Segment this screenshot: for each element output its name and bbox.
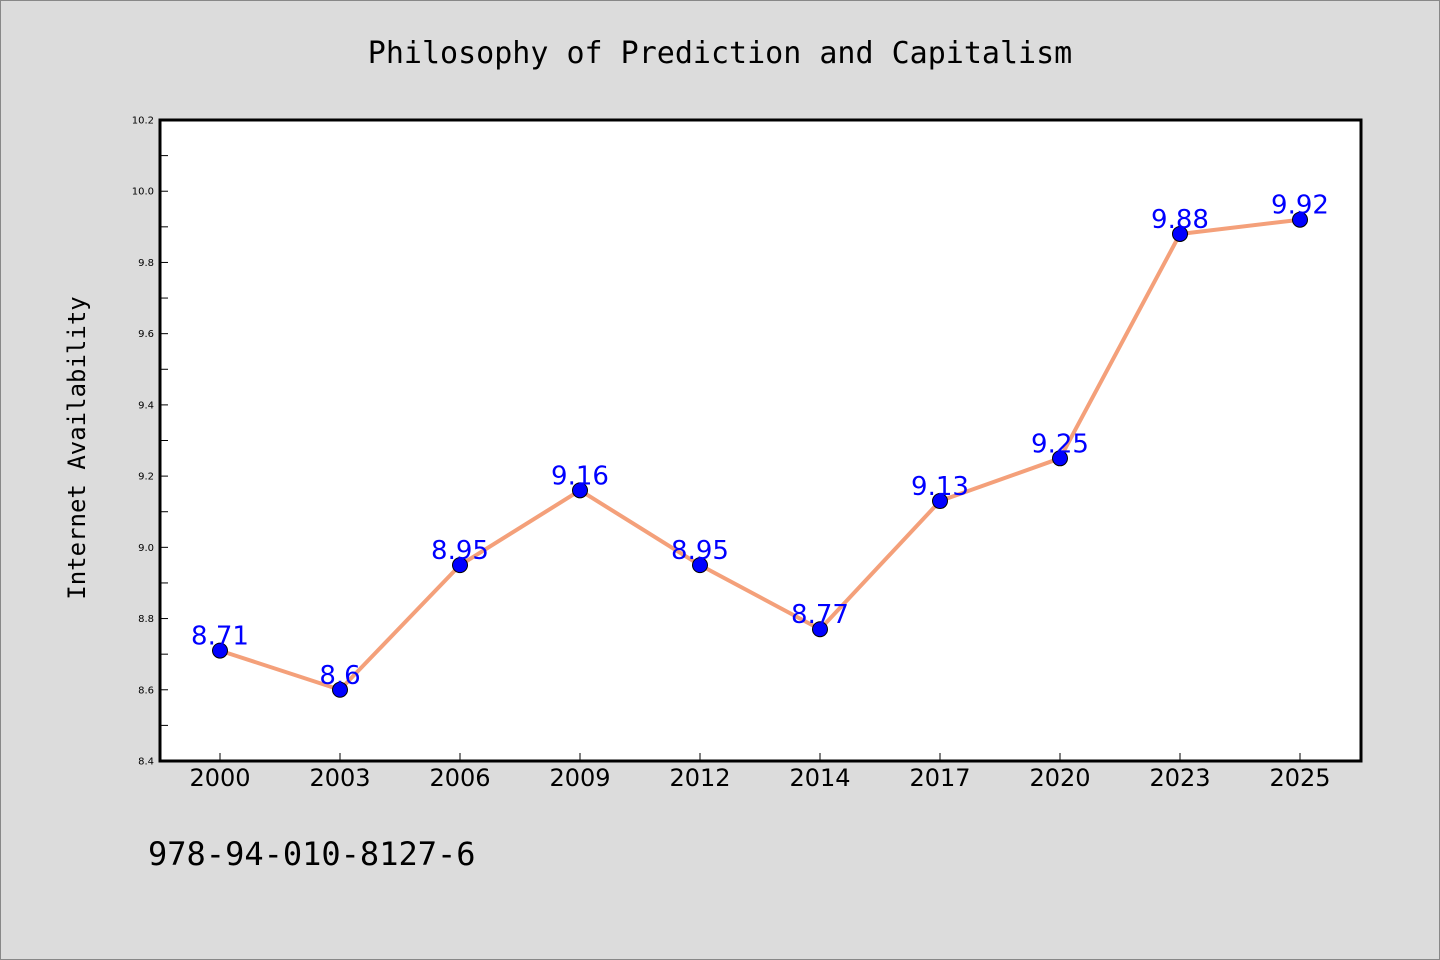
- x-tick-label: 2000: [189, 764, 250, 792]
- data-point: [212, 642, 228, 659]
- data-point: [332, 681, 348, 698]
- data-label: 9.25: [1031, 429, 1089, 459]
- data-label: 8.77: [791, 600, 849, 630]
- x-axis: 2000 2003 2006 2009 2012 2014 2017 2020 2023 2025: [189, 753, 1331, 792]
- y-tick-label: 10.0: [132, 187, 154, 198]
- y-axis: 8.4 8.6 8.8 9.0 9.2 9.4 9.6 9.8 10.0 10.2: [132, 116, 168, 768]
- x-tick-label: 2023: [1149, 764, 1210, 792]
- data-point: [932, 493, 948, 510]
- y-tick-label: 9.6: [138, 329, 154, 340]
- data-labels: 8.71 8.6 8.95 9.16 8.95 8.77 9.13 9.25 9.88 9.92: [191, 191, 1329, 691]
- y-tick-label: 9.0: [138, 543, 154, 554]
- data-point: [812, 621, 828, 638]
- y-tick-label: 8.6: [138, 685, 154, 696]
- chart-title: Philosophy of Prediction and Capitalism: [368, 36, 1072, 71]
- y-axis-label: Internet Availability: [63, 296, 91, 599]
- data-label: 8.6: [319, 661, 360, 691]
- x-tick-label: 2003: [309, 764, 370, 792]
- data-point: [452, 557, 468, 574]
- data-label: 9.88: [1151, 205, 1209, 235]
- y-tick-label: 8.4: [138, 757, 154, 768]
- y-tick-label: 9.2: [138, 472, 154, 483]
- x-tick-label: 2006: [429, 764, 490, 792]
- y-tick-label: 9.8: [138, 258, 154, 269]
- x-tick-label: 2014: [789, 764, 850, 792]
- y-tick-label: 10.2: [132, 116, 154, 127]
- x-tick-label: 2020: [1029, 764, 1090, 792]
- data-label: 9.13: [911, 472, 969, 502]
- data-point: [1052, 450, 1068, 467]
- series-line: [219, 217, 1301, 692]
- y-tick-label: 9.4: [138, 400, 154, 411]
- data-label: 8.71: [191, 622, 249, 652]
- data-point: [1292, 211, 1308, 228]
- isbn-footer: 978-94-010-8127-6: [148, 835, 476, 873]
- x-tick-label: 2012: [669, 764, 730, 792]
- data-point: [692, 557, 708, 574]
- data-label: 9.92: [1271, 191, 1329, 221]
- y-tick-label: 8.8: [138, 614, 154, 625]
- plot-area: [158, 118, 1363, 763]
- data-label: 9.16: [551, 461, 609, 491]
- x-tick-label: 2025: [1269, 764, 1330, 792]
- data-point: [572, 482, 588, 499]
- x-tick-label: 2009: [549, 764, 610, 792]
- data-point: [1172, 225, 1188, 242]
- series-markers: [212, 211, 1308, 698]
- data-label: 8.95: [671, 536, 729, 566]
- data-label: 8.95: [431, 536, 489, 566]
- x-tick-label: 2017: [909, 764, 970, 792]
